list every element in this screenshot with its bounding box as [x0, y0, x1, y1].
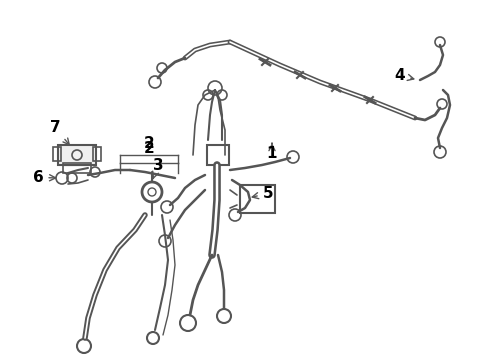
Text: 2: 2 [143, 140, 154, 156]
Text: 2: 2 [143, 136, 154, 160]
Bar [58, 145, 96, 165]
Text: 1: 1 [266, 143, 277, 161]
Bar [53, 147, 61, 161]
Text: 5: 5 [252, 186, 273, 201]
Bar [240, 185, 274, 213]
Text: 6: 6 [33, 170, 56, 185]
Text: 3: 3 [152, 158, 163, 179]
Text: 7: 7 [50, 120, 69, 145]
Bar [206, 145, 228, 165]
Text: 4: 4 [394, 68, 413, 83]
Bar [63, 163, 91, 173]
Bar [93, 147, 101, 161]
